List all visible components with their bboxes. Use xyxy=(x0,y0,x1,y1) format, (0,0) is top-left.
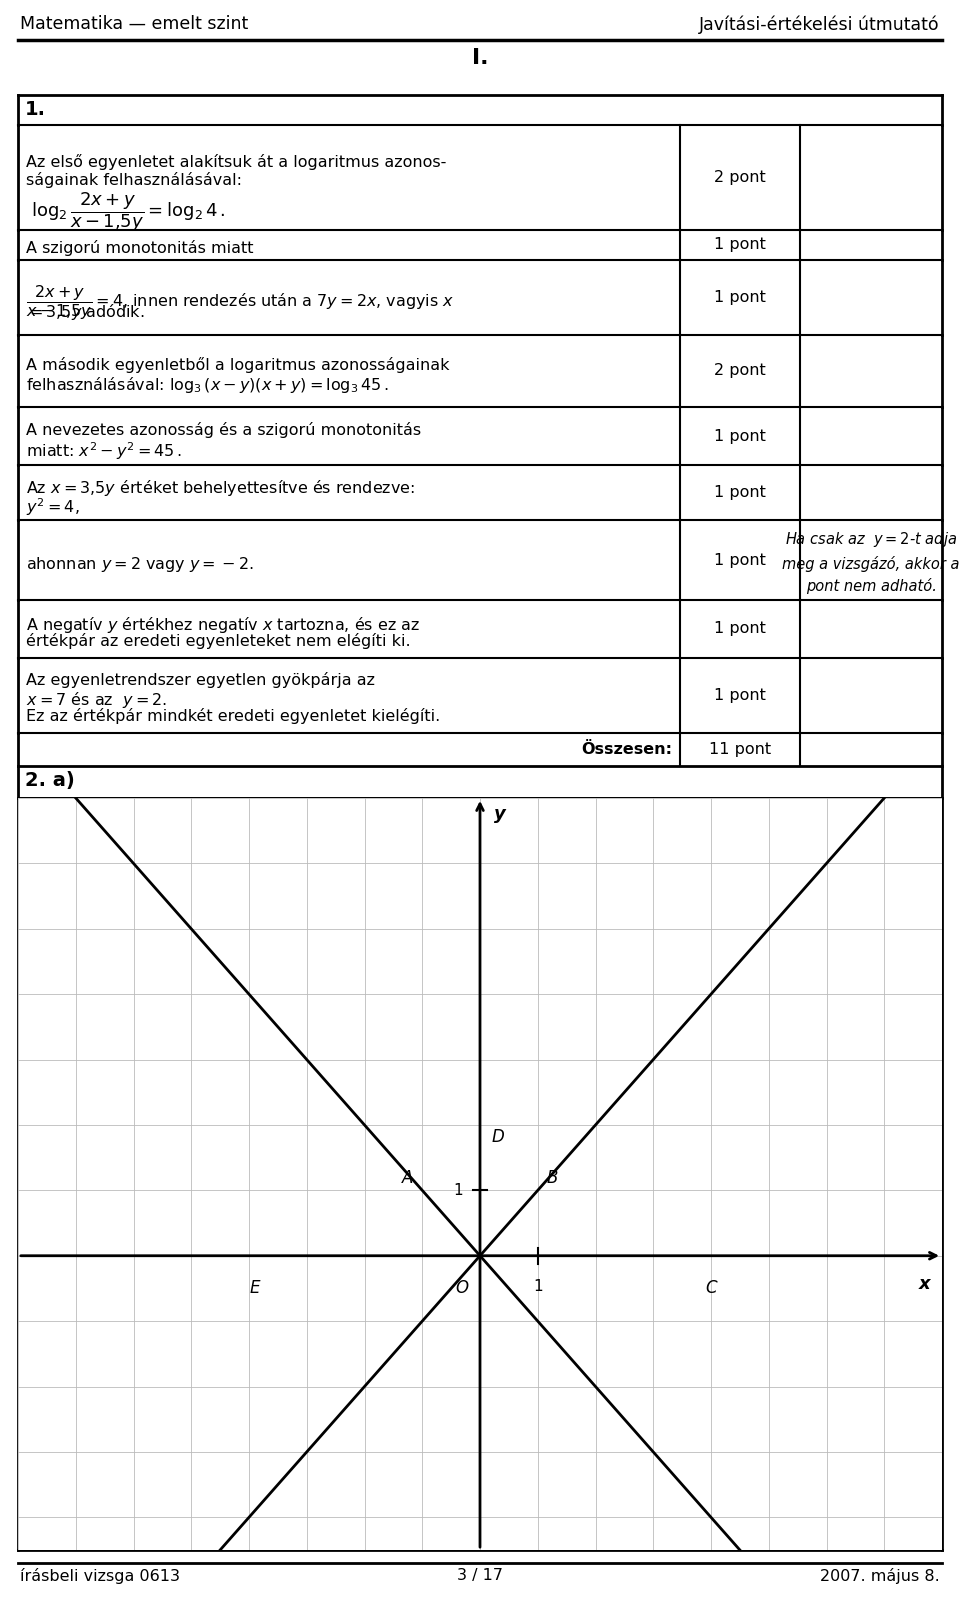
Text: A negatív $y$ értékhez negatív $x$ tartozna, és ez az: A negatív $y$ értékhez negatív $x$ tarto… xyxy=(26,616,420,635)
Text: I.: I. xyxy=(471,48,489,67)
Text: felhasználásával: $\log_3(x-y)(x+y) = \log_3 45\,.$: felhasználásával: $\log_3(x-y)(x+y) = \l… xyxy=(26,375,389,394)
Text: A szigorú monotonitás miatt: A szigorú monotonitás miatt xyxy=(26,240,253,256)
Text: B: B xyxy=(546,1169,558,1188)
Text: Az $x = 3{,}5y$ értéket behelyettesítve és rendezve:: Az $x = 3{,}5y$ értéket behelyettesítve … xyxy=(26,479,415,499)
Text: 1 pont: 1 pont xyxy=(714,237,766,253)
Text: 2. a): 2. a) xyxy=(25,771,75,790)
Text: 3 / 17: 3 / 17 xyxy=(457,1568,503,1584)
Text: ahonnan $y = 2$ vagy $y = -2$.: ahonnan $y = 2$ vagy $y = -2$. xyxy=(26,555,253,574)
Text: D: D xyxy=(492,1129,504,1146)
Text: y: y xyxy=(494,805,506,822)
Text: 2 pont: 2 pont xyxy=(714,170,766,184)
Text: 1 pont: 1 pont xyxy=(714,290,766,305)
Text: A nevezetes azonosság és a szigorú monotonitás: A nevezetes azonosság és a szigorú monot… xyxy=(26,422,421,438)
Text: 1 pont: 1 pont xyxy=(714,688,766,704)
Text: ságainak felhasználásával:: ságainak felhasználásával: xyxy=(26,173,242,189)
Text: 2007. május 8.: 2007. május 8. xyxy=(820,1568,940,1584)
Text: 2 pont: 2 pont xyxy=(714,364,766,378)
Text: $y^2 = 4,$: $y^2 = 4,$ xyxy=(26,497,80,518)
Text: O: O xyxy=(455,1279,468,1297)
Text: Ha csak az  $y = 2$-t adja
meg a vizsgázó, akkor a
pont nem adható.: Ha csak az $y = 2$-t adja meg a vizsgázó… xyxy=(782,531,960,595)
Text: Az egyenletrendszer egyetlen gyökpárja az: Az egyenletrendszer egyetlen gyökpárja a… xyxy=(26,673,375,689)
Text: Javítási-értékelési útmutató: Javítási-értékelési útmutató xyxy=(700,14,940,34)
Text: $x = 7$ és az  $y = 2$.: $x = 7$ és az $y = 2$. xyxy=(26,691,167,710)
Text: Összesen:: Összesen: xyxy=(581,742,672,758)
Text: A: A xyxy=(402,1169,414,1188)
Text: Matematika — emelt szint: Matematika — emelt szint xyxy=(20,14,249,34)
Text: 1 pont: 1 pont xyxy=(714,622,766,636)
Text: miatt: $x^2 - y^2 = 45\,.$: miatt: $x^2 - y^2 = 45\,.$ xyxy=(26,439,182,462)
Text: $\log_2 \dfrac{2x+y}{x-1{,}5y} = \log_2 4\,.$: $\log_2 \dfrac{2x+y}{x-1{,}5y} = \log_2 … xyxy=(31,191,226,234)
Text: értékpár az eredeti egyenleteket nem elégíti ki.: értékpár az eredeti egyenleteket nem elé… xyxy=(26,633,411,649)
Text: C: C xyxy=(706,1279,717,1297)
Text: $\dfrac{2x+y}{x-1{,}5y} = 4$, innen rendezés után a $7y = 2x$, vagyis $x$: $\dfrac{2x+y}{x-1{,}5y} = 4$, innen rend… xyxy=(26,284,454,322)
Text: 1 pont: 1 pont xyxy=(714,486,766,500)
Text: E: E xyxy=(250,1279,260,1297)
Text: Az első egyenletet alakítsuk át a logaritmus azonos-: Az első egyenletet alakítsuk át a logari… xyxy=(26,154,446,170)
Text: 1: 1 xyxy=(533,1279,542,1294)
Text: 1.: 1. xyxy=(25,99,46,119)
Text: $= 3{,}5y$ adódik.: $= 3{,}5y$ adódik. xyxy=(26,301,145,322)
Text: 1 pont: 1 pont xyxy=(714,553,766,567)
Text: írásbeli vizsga 0613: írásbeli vizsga 0613 xyxy=(20,1568,180,1584)
Text: x: x xyxy=(919,1276,930,1294)
Text: Ez az értékpár mindkét eredeti egyenletet kielégíti.: Ez az értékpár mindkét eredeti egyenlete… xyxy=(26,709,441,725)
Text: A második egyenletből a logaritmus azonosságainak: A második egyenletből a logaritmus azono… xyxy=(26,357,449,373)
Text: 1: 1 xyxy=(453,1183,463,1197)
Text: 1 pont: 1 pont xyxy=(714,428,766,444)
Text: 11 pont: 11 pont xyxy=(708,742,771,757)
